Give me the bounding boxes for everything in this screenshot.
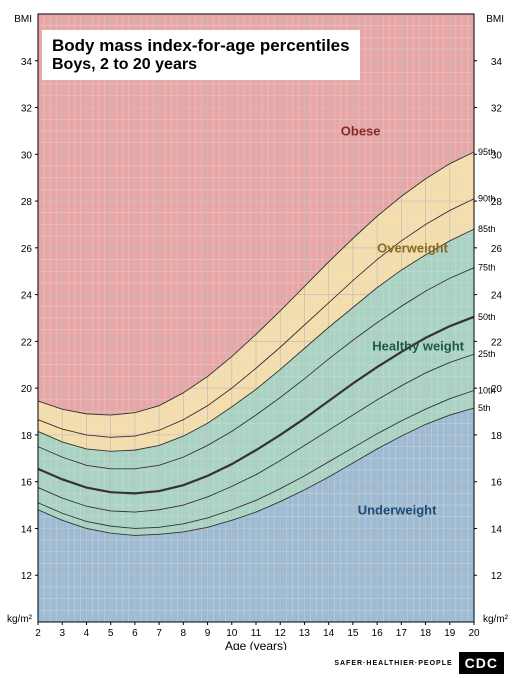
chart-title: Body mass index-for-age percentiles Boys… xyxy=(42,30,360,80)
svg-text:18: 18 xyxy=(21,431,33,442)
svg-text:12: 12 xyxy=(491,571,503,582)
cdc-logo: CDC xyxy=(459,652,504,674)
region-label-obese: Obese xyxy=(341,124,381,139)
svg-text:14: 14 xyxy=(491,524,503,535)
svg-text:17: 17 xyxy=(396,628,408,639)
svg-text:32: 32 xyxy=(21,104,33,115)
svg-text:22: 22 xyxy=(21,337,33,348)
svg-text:26: 26 xyxy=(491,244,503,255)
svg-text:10: 10 xyxy=(226,628,238,639)
region-label-overweight: Overweight xyxy=(377,241,448,256)
y-bot-right: kg/m² xyxy=(483,614,509,625)
svg-text:28: 28 xyxy=(21,197,33,208)
svg-text:16: 16 xyxy=(372,628,384,639)
y-top-right: BMI xyxy=(486,14,504,25)
svg-text:13: 13 xyxy=(299,628,311,639)
svg-text:18: 18 xyxy=(491,431,503,442)
svg-text:32: 32 xyxy=(491,104,503,115)
svg-text:4: 4 xyxy=(84,628,90,639)
svg-text:11: 11 xyxy=(251,628,262,639)
percentile-label-50th: 50th xyxy=(478,312,496,322)
svg-text:8: 8 xyxy=(181,628,187,639)
svg-text:7: 7 xyxy=(156,628,162,639)
svg-text:5: 5 xyxy=(108,628,114,639)
svg-text:19: 19 xyxy=(444,628,456,639)
svg-text:30: 30 xyxy=(491,150,503,161)
y-top-left: BMI xyxy=(14,14,32,25)
percentile-label-5th: 5th xyxy=(478,403,491,413)
y-bot-left: kg/m² xyxy=(7,614,33,625)
title-line1: Body mass index-for-age percentiles xyxy=(52,36,350,56)
svg-text:12: 12 xyxy=(21,571,33,582)
svg-text:28: 28 xyxy=(491,197,503,208)
svg-text:14: 14 xyxy=(323,628,335,639)
percentile-label-25th: 25th xyxy=(478,349,496,359)
svg-text:16: 16 xyxy=(21,478,33,489)
svg-text:14: 14 xyxy=(21,524,33,535)
svg-text:15: 15 xyxy=(347,628,359,639)
footer-tagline: SAFER·HEALTHIER·PEOPLE xyxy=(334,660,452,667)
region-label-underweight: Underweight xyxy=(358,502,437,517)
svg-text:30: 30 xyxy=(21,150,33,161)
chart-container: 5th10th25th50th75th85th90th95th121214141… xyxy=(0,0,512,678)
svg-text:3: 3 xyxy=(59,628,65,639)
svg-text:9: 9 xyxy=(205,628,211,639)
svg-text:6: 6 xyxy=(132,628,138,639)
svg-text:34: 34 xyxy=(491,57,503,68)
svg-text:2: 2 xyxy=(35,628,41,639)
title-line2: Boys, 2 to 20 years xyxy=(52,56,350,74)
svg-text:20: 20 xyxy=(468,628,480,639)
svg-text:16: 16 xyxy=(491,478,503,489)
region-label-healthy: Healthy weight xyxy=(372,339,464,354)
svg-text:24: 24 xyxy=(21,291,33,302)
svg-text:18: 18 xyxy=(420,628,432,639)
bmi-chart-svg: 5th10th25th50th75th85th90th95th121214141… xyxy=(0,0,512,650)
footer: SAFER·HEALTHIER·PEOPLE CDC xyxy=(334,652,504,674)
svg-text:20: 20 xyxy=(491,384,503,395)
svg-text:20: 20 xyxy=(21,384,33,395)
x-axis-label: Age (years) xyxy=(225,639,287,650)
svg-text:34: 34 xyxy=(21,57,33,68)
svg-text:22: 22 xyxy=(491,337,503,348)
svg-text:24: 24 xyxy=(491,291,503,302)
percentile-label-85th: 85th xyxy=(478,224,496,234)
svg-text:26: 26 xyxy=(21,244,33,255)
svg-text:12: 12 xyxy=(275,628,287,639)
percentile-label-75th: 75th xyxy=(478,263,496,273)
